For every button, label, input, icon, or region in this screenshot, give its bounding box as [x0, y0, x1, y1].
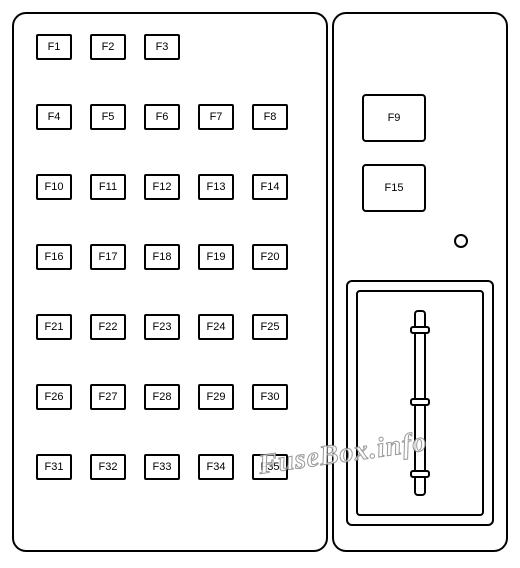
- fuse-f26: F26: [36, 384, 72, 410]
- fuse-f20: F20: [252, 244, 288, 270]
- fuse-f13: F13: [198, 174, 234, 200]
- fuse-f29: F29: [198, 384, 234, 410]
- fuse-f2: F2: [90, 34, 126, 60]
- fuse-f30: F30: [252, 384, 288, 410]
- fuse-f4: F4: [36, 104, 72, 130]
- relay-handle-cross-2: [410, 398, 430, 406]
- relay-handle-cross-3: [410, 470, 430, 478]
- fuse-f9: F9: [362, 94, 426, 142]
- fuse-f22: F22: [90, 314, 126, 340]
- fuse-f6: F6: [144, 104, 180, 130]
- fuse-f21: F21: [36, 314, 72, 340]
- fuse-f33: F33: [144, 454, 180, 480]
- fuse-f8: F8: [252, 104, 288, 130]
- fuse-f24: F24: [198, 314, 234, 340]
- fuse-f23: F23: [144, 314, 180, 340]
- fuse-f34: F34: [198, 454, 234, 480]
- fuse-f5: F5: [90, 104, 126, 130]
- fuse-f32: F32: [90, 454, 126, 480]
- fuse-f16: F16: [36, 244, 72, 270]
- fuse-f25: F25: [252, 314, 288, 340]
- fuse-f15: F15: [362, 164, 426, 212]
- fuse-f18: F18: [144, 244, 180, 270]
- relay-handle-cross-1: [410, 326, 430, 334]
- fuse-f28: F28: [144, 384, 180, 410]
- fuse-f12: F12: [144, 174, 180, 200]
- fuse-f35: F35: [252, 454, 288, 480]
- fuse-f14: F14: [252, 174, 288, 200]
- fuse-f19: F19: [198, 244, 234, 270]
- fuse-f7: F7: [198, 104, 234, 130]
- fuse-f31: F31: [36, 454, 72, 480]
- fuse-f27: F27: [90, 384, 126, 410]
- fuse-f10: F10: [36, 174, 72, 200]
- fuse-f17: F17: [90, 244, 126, 270]
- fuse-f3: F3: [144, 34, 180, 60]
- fuse-f1: F1: [36, 34, 72, 60]
- mounting-hole: [454, 234, 468, 248]
- fuse-f11: F11: [90, 174, 126, 200]
